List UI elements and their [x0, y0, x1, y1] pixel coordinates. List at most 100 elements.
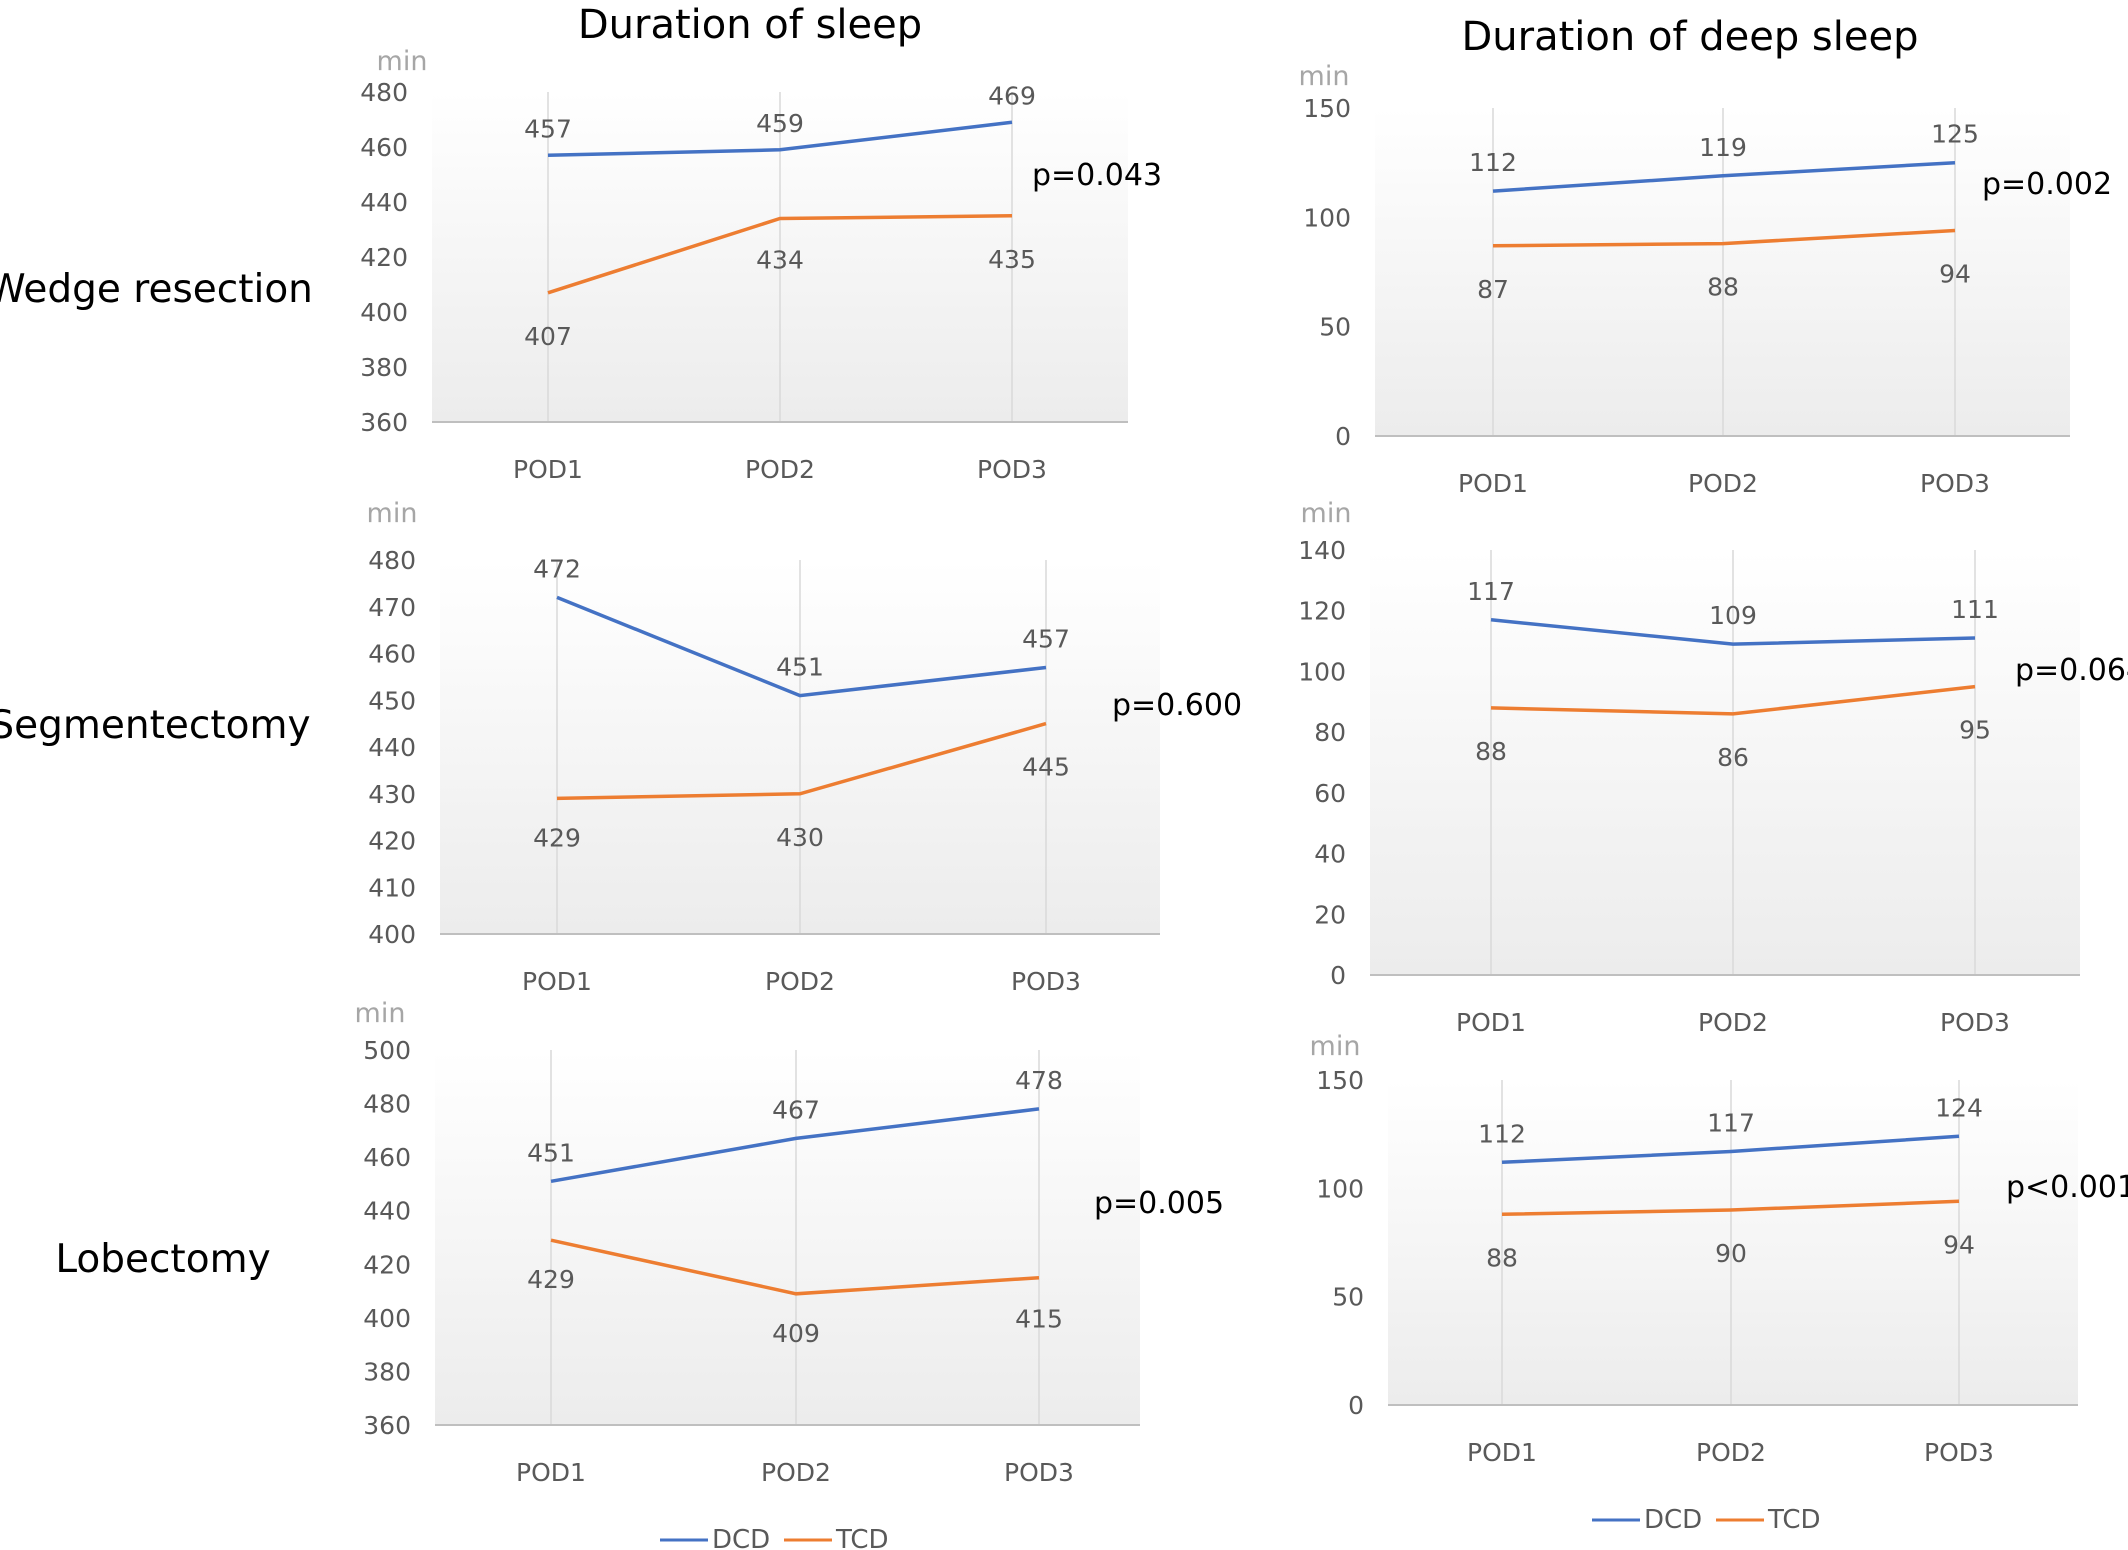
series-line-dcd: [1490, 618, 1976, 646]
y-tick-label: 20: [1314, 900, 1346, 929]
y-tick-label: 480: [360, 78, 408, 107]
y-tick-label: 0: [1330, 961, 1346, 990]
data-label-dcd: 459: [756, 109, 804, 138]
data-label-tcd: 429: [527, 1265, 575, 1294]
y-tick-label: 150: [1303, 94, 1351, 123]
data-label-tcd: 435: [988, 245, 1036, 274]
series-line-tcd: [556, 721, 1047, 801]
y-tick-label: 100: [1303, 203, 1351, 232]
data-label-dcd: 117: [1707, 1109, 1755, 1138]
chart-panel-6: 0 50 100 150 POD1 POD2 POD3 min 112 117 124 88 90 94 p…: [1310, 1031, 2128, 1467]
chart-panel-3: 400 410 420 430 440 450 460 470 480 POD1 POD2 POD3 m…: [367, 498, 1243, 996]
data-label-tcd: 430: [776, 823, 824, 852]
y-tick-label: 420: [368, 827, 416, 856]
series-line-tcd: [1490, 684, 1976, 716]
x-tick-label: POD1: [513, 455, 583, 484]
y-tick-label: 440: [360, 188, 408, 217]
x-tick-label: POD2: [745, 455, 815, 484]
data-label-dcd: 109: [1709, 601, 1757, 630]
data-label-tcd: 445: [1022, 753, 1070, 782]
x-tick-label: POD3: [1924, 1438, 1994, 1467]
data-label-tcd: 88: [1707, 273, 1739, 302]
series-line-dcd: [547, 120, 1013, 158]
y-tick-label: 140: [1298, 536, 1346, 565]
series-line-tcd: [547, 214, 1013, 295]
y-tick-label: 50: [1332, 1283, 1364, 1312]
data-label-dcd: 125: [1931, 120, 1979, 149]
data-label-tcd: 88: [1475, 737, 1507, 766]
y-tick-label: 0: [1348, 1391, 1364, 1420]
y-axis-unit: min: [367, 498, 418, 529]
data-label-dcd: 112: [1478, 1119, 1526, 1148]
y-tick-label: 380: [363, 1357, 411, 1386]
y-tick-label: 460: [363, 1143, 411, 1172]
y-tick-label: 470: [368, 593, 416, 622]
column-title-sleep: Duration of sleep: [578, 2, 922, 48]
data-label-tcd: 429: [533, 823, 581, 852]
p-value-annotation: p=0.002: [1982, 167, 2112, 202]
data-label-dcd: 112: [1469, 148, 1517, 177]
y-axis-unit: min: [1299, 61, 1350, 92]
row-label-lobectomy: Lobectomy: [55, 1237, 270, 1282]
data-label-dcd: 117: [1467, 577, 1515, 606]
x-tick-label: POD1: [1458, 469, 1528, 498]
x-tick-label: POD2: [1688, 469, 1758, 498]
data-label-dcd: 457: [524, 114, 572, 143]
data-label-tcd: 87: [1477, 275, 1509, 304]
y-tick-label: 440: [363, 1197, 411, 1226]
data-label-dcd: 119: [1699, 133, 1747, 162]
series-line-tcd: [550, 1238, 1040, 1296]
y-tick-label: 50: [1319, 313, 1351, 342]
x-tick-label: POD1: [516, 1458, 586, 1487]
chart-panel-2: 0 50 100 150 POD1 POD2 POD3 min 112 119 125 87 88 94 p…: [1299, 61, 2113, 498]
y-tick-label: 460: [368, 640, 416, 669]
y-tick-label: 360: [363, 1411, 411, 1440]
legend-left-tcd-label: TCD: [835, 1525, 889, 1550]
plot-area: [1388, 1080, 2078, 1405]
y-tick-label: 400: [363, 1304, 411, 1333]
data-label-tcd: 88: [1486, 1243, 1518, 1272]
p-value-annotation: p=0.064: [2015, 653, 2128, 688]
data-label-dcd: 457: [1022, 625, 1070, 654]
y-tick-label: 0: [1335, 422, 1351, 451]
x-tick-label: POD3: [1011, 967, 1081, 996]
data-label-tcd: 415: [1015, 1305, 1063, 1334]
y-tick-label: 100: [1298, 657, 1346, 686]
y-tick-label: 420: [363, 1250, 411, 1279]
row-label-wedge-resection: Wedge resection: [0, 267, 313, 312]
y-tick-label: 400: [360, 298, 408, 327]
y-tick-label: 450: [368, 686, 416, 715]
y-tick-label: 460: [360, 133, 408, 162]
y-tick-label: 420: [360, 243, 408, 272]
x-tick-label: POD2: [765, 967, 835, 996]
y-tick-label: 500: [363, 1036, 411, 1065]
x-tick-label: POD1: [1467, 1438, 1537, 1467]
x-tick-label: POD1: [522, 967, 592, 996]
data-label-dcd: 469: [988, 81, 1036, 110]
chart-panel-5: 360 380 400 420 440 460 480 500 POD1 POD2 POD3 min 4…: [355, 998, 1225, 1487]
legend-right-dcd-label: DCD: [1644, 1505, 1702, 1535]
x-tick-label: POD3: [1940, 1008, 2010, 1037]
y-tick-label: 40: [1314, 840, 1346, 869]
y-tick-label: 440: [368, 733, 416, 762]
legend-left: DCD TCD: [660, 1525, 889, 1550]
y-tick-label: 360: [360, 408, 408, 437]
y-axis-unit: min: [377, 46, 428, 77]
data-label-tcd: 86: [1717, 743, 1749, 772]
y-axis-unit: min: [1301, 498, 1352, 529]
x-tick-label: POD2: [1696, 1438, 1766, 1467]
p-value-annotation: p<0.001: [2006, 1170, 2128, 1205]
x-tick-label: POD2: [761, 1458, 831, 1487]
data-label-tcd: 95: [1959, 716, 1991, 745]
x-tick-label: POD3: [977, 455, 1047, 484]
y-tick-label: 480: [368, 546, 416, 575]
data-label-tcd: 434: [756, 246, 804, 275]
p-value-annotation: p=0.005: [1094, 1186, 1224, 1221]
data-label-dcd: 478: [1015, 1066, 1063, 1095]
legend-left-dcd-label: DCD: [712, 1525, 770, 1550]
chart-panel-1: 360 380 400 420 440 460 480 POD1 POD2 POD3 min 457 4…: [360, 46, 1162, 484]
x-tick-label: POD2: [1698, 1008, 1768, 1037]
data-label-tcd: 94: [1943, 1230, 1975, 1259]
column-title-deep-sleep: Duration of deep sleep: [1462, 14, 1919, 60]
